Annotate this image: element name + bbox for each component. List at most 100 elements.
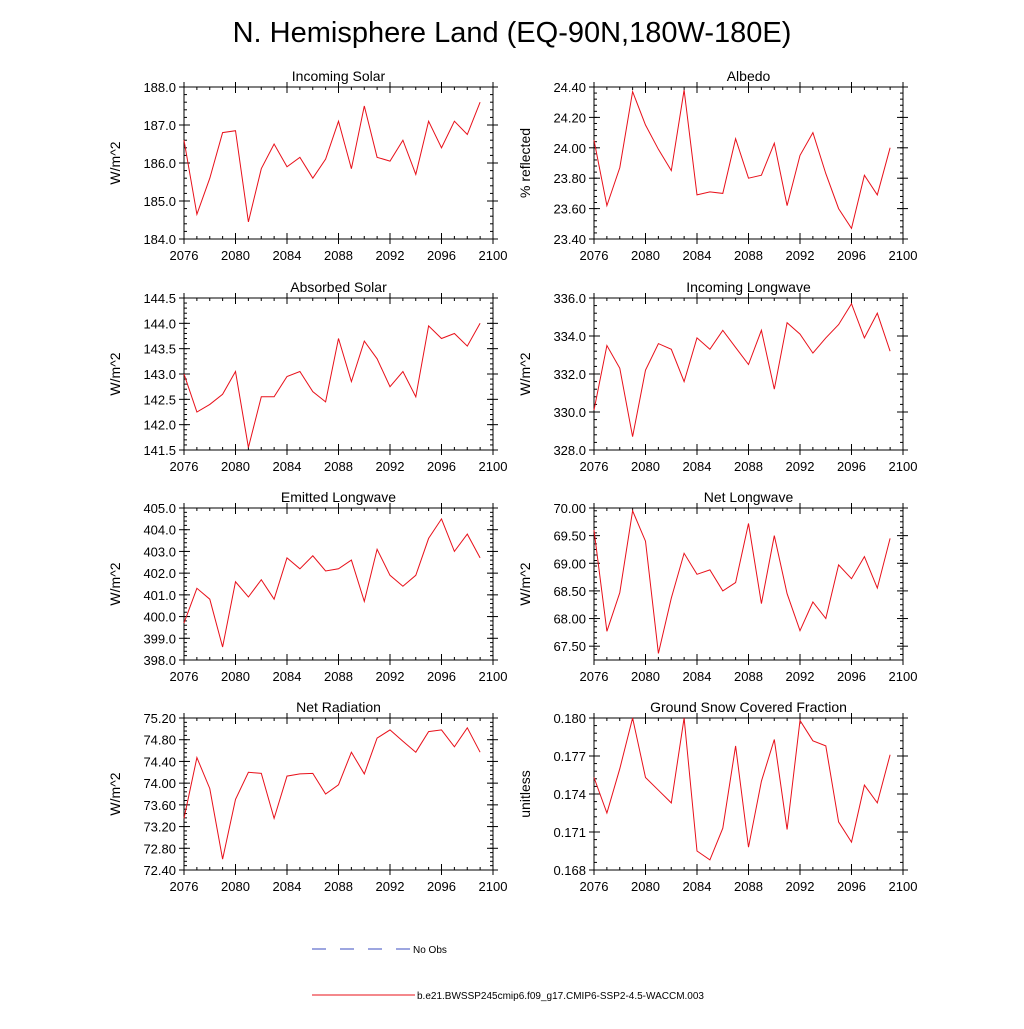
x-tick-label: 2084: [273, 459, 302, 474]
y-tick-label: 403.0: [143, 544, 176, 559]
x-tick-label: 2096: [427, 879, 456, 894]
y-tick-label: 141.5: [143, 443, 176, 458]
x-tick-label: 2076: [170, 459, 199, 474]
x-tick-label: 2084: [273, 879, 302, 894]
x-tick-label: 2088: [324, 248, 353, 263]
x-tick-label: 2096: [427, 669, 456, 684]
series-line: [183, 517, 481, 648]
plot-frame: [593, 507, 904, 661]
x-tick-label: 2076: [580, 459, 609, 474]
x-tick-label: 2100: [479, 459, 508, 474]
y-tick-label: 330.0: [553, 405, 586, 420]
x-tick-label: 2096: [837, 248, 866, 263]
x-tick-label: 2092: [376, 459, 405, 474]
x-tick-label: 2096: [427, 459, 456, 474]
x-tick-label: 2088: [734, 669, 763, 684]
y-tick-label: 328.0: [553, 443, 586, 458]
y-axis-label: W/m^2: [107, 772, 123, 815]
x-tick-label: 2084: [683, 669, 712, 684]
y-tick-label: 70.00: [553, 501, 586, 516]
x-tick-label: 2076: [580, 879, 609, 894]
x-tick-label: 2080: [631, 248, 660, 263]
y-tick-label: 399.0: [143, 631, 176, 646]
x-tick-label: 2100: [479, 669, 508, 684]
y-axis-label: % reflected: [517, 128, 533, 198]
x-tick-label: 2088: [324, 879, 353, 894]
series-line: [593, 302, 891, 437]
y-axis-label: W/m^2: [107, 352, 123, 395]
y-tick-label: 0.171: [553, 825, 586, 840]
x-tick-label: 2088: [324, 459, 353, 474]
x-tick-label: 2088: [734, 459, 763, 474]
y-tick-label: 405.0: [143, 501, 176, 516]
y-tick-label: 185.0: [143, 194, 176, 209]
y-axis-label: W/m^2: [517, 562, 533, 605]
y-axis-label: W/m^2: [517, 352, 533, 395]
y-tick-label: 0.168: [553, 863, 586, 878]
x-tick-label: 2080: [221, 669, 250, 684]
y-tick-label: 74.80: [143, 733, 176, 748]
x-tick-label: 2092: [376, 669, 405, 684]
y-tick-label: 144.5: [143, 291, 176, 306]
y-tick-label: 67.50: [553, 639, 586, 654]
panel-title: Net Longwave: [704, 489, 794, 505]
panel-absorbed-solar: Absorbed Solar W/m^2 2076 2080 2084 2088 2092 2…: [107, 279, 507, 474]
y-tick-label: 401.0: [143, 588, 176, 603]
y-tick-label: 69.00: [553, 556, 586, 571]
y-tick-label: 72.40: [143, 863, 176, 878]
x-tick-label: 2084: [273, 248, 302, 263]
x-tick-label: 2100: [479, 879, 508, 894]
y-tick-label: 398.0: [143, 653, 176, 668]
y-tick-label: 68.00: [553, 612, 586, 627]
panel-net-longwave: Net Longwave W/m^2 2076 2080 2084 2088 2092 209…: [517, 489, 917, 684]
figure-title: N. Hemisphere Land (EQ-90N,180W-180E): [233, 17, 792, 49]
y-tick-label: 69.50: [553, 529, 586, 544]
x-tick-label: 2092: [376, 879, 405, 894]
series-line: [593, 508, 891, 654]
y-tick-label: 0.174: [553, 787, 586, 802]
y-tick-label: 0.177: [553, 749, 586, 764]
y-tick-label: 75.20: [143, 711, 176, 726]
x-tick-label: 2088: [324, 669, 353, 684]
panel-incoming-solar: Incoming Solar W/m^2 2076 2080 2084 2088 2092 2…: [107, 68, 507, 263]
x-tick-label: 2092: [786, 459, 815, 474]
y-tick-label: 143.5: [143, 342, 176, 357]
y-tick-label: 187.0: [143, 118, 176, 133]
x-tick-label: 2076: [580, 669, 609, 684]
x-tick-label: 2076: [170, 669, 199, 684]
y-tick-label: 404.0: [143, 523, 176, 538]
y-tick-label: 186.0: [143, 156, 176, 171]
panel-title: Net Radiation: [296, 699, 381, 715]
x-tick-label: 2080: [631, 459, 660, 474]
y-tick-label: 142.0: [143, 418, 176, 433]
x-tick-label: 2084: [683, 248, 712, 263]
plot-frame: [593, 297, 904, 451]
x-tick-label: 2084: [273, 669, 302, 684]
legend: No Obs b.e21.BWSSP245cmip6.f09_g17.CMIP6…: [312, 945, 704, 1002]
series-line: [183, 726, 481, 860]
x-tick-label: 2100: [889, 669, 918, 684]
panel-emitted-longwave: Emitted Longwave W/m^2 2076 2080 2084 2088 209…: [107, 489, 507, 684]
x-tick-label: 2096: [837, 459, 866, 474]
x-tick-label: 2076: [580, 248, 609, 263]
y-tick-label: 68.50: [553, 584, 586, 599]
y-axis-label: unitless: [517, 770, 533, 817]
x-tick-label: 2100: [889, 248, 918, 263]
panel-title: Absorbed Solar: [290, 279, 387, 295]
y-tick-label: 143.0: [143, 367, 176, 382]
y-tick-label: 0.180: [553, 711, 586, 726]
y-tick-label: 72.80: [143, 841, 176, 856]
panel-title: Albedo: [727, 68, 771, 84]
y-tick-label: 23.40: [553, 232, 586, 247]
x-tick-label: 2080: [631, 669, 660, 684]
x-tick-label: 2080: [221, 879, 250, 894]
series-line: [183, 323, 481, 448]
x-tick-label: 2100: [479, 248, 508, 263]
x-tick-label: 2096: [837, 669, 866, 684]
y-tick-label: 23.80: [553, 171, 586, 186]
series-line: [593, 717, 891, 861]
y-tick-label: 74.00: [143, 776, 176, 791]
y-tick-label: 24.20: [553, 110, 586, 125]
x-tick-label: 2092: [786, 669, 815, 684]
